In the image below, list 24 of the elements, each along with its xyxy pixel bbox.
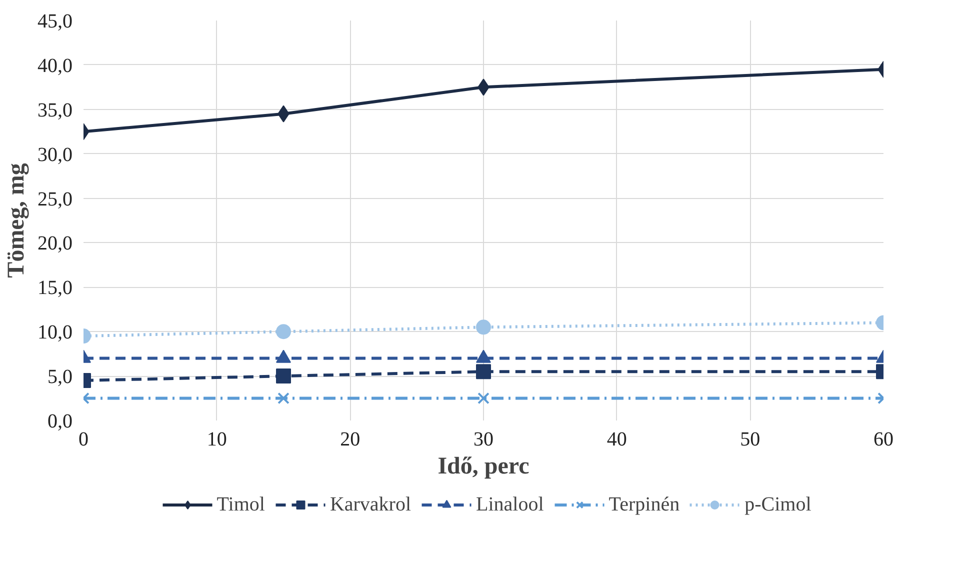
- legend-label: p-Cimol: [744, 493, 812, 516]
- y-axis-title: Tömeg, mg: [4, 163, 30, 278]
- y-tick-label: 5,0: [48, 366, 72, 388]
- legend-label: Timol: [216, 493, 265, 516]
- y-tick-label: 20,0: [38, 232, 72, 255]
- y-tick-label: 45,0: [38, 10, 72, 32]
- x-tick-label: 40: [606, 428, 627, 450]
- legend-label: Linalool: [476, 493, 544, 516]
- x-tick-label: 10: [206, 428, 227, 450]
- x-tick-label: 50: [740, 428, 760, 450]
- legend-label: Karvakrol: [330, 493, 412, 516]
- y-tick-label: 30,0: [38, 144, 72, 166]
- x-tick-label: 20: [340, 428, 360, 450]
- y-tick-label: 10,0: [38, 322, 72, 344]
- y-tick-label: 40,0: [38, 54, 72, 77]
- x-tick-label: 0: [78, 428, 88, 450]
- legend-label: Terpinén: [608, 493, 680, 516]
- y-tick-label: 25,0: [38, 188, 72, 210]
- x-tick-label: 30: [474, 428, 494, 450]
- y-tick-label: 35,0: [38, 99, 72, 122]
- x-axis-title: Idő, perc: [438, 454, 530, 480]
- y-tick-label: 15,0: [38, 277, 72, 300]
- y-tick-label: 0,0: [48, 410, 72, 432]
- x-tick-label: 60: [874, 428, 894, 450]
